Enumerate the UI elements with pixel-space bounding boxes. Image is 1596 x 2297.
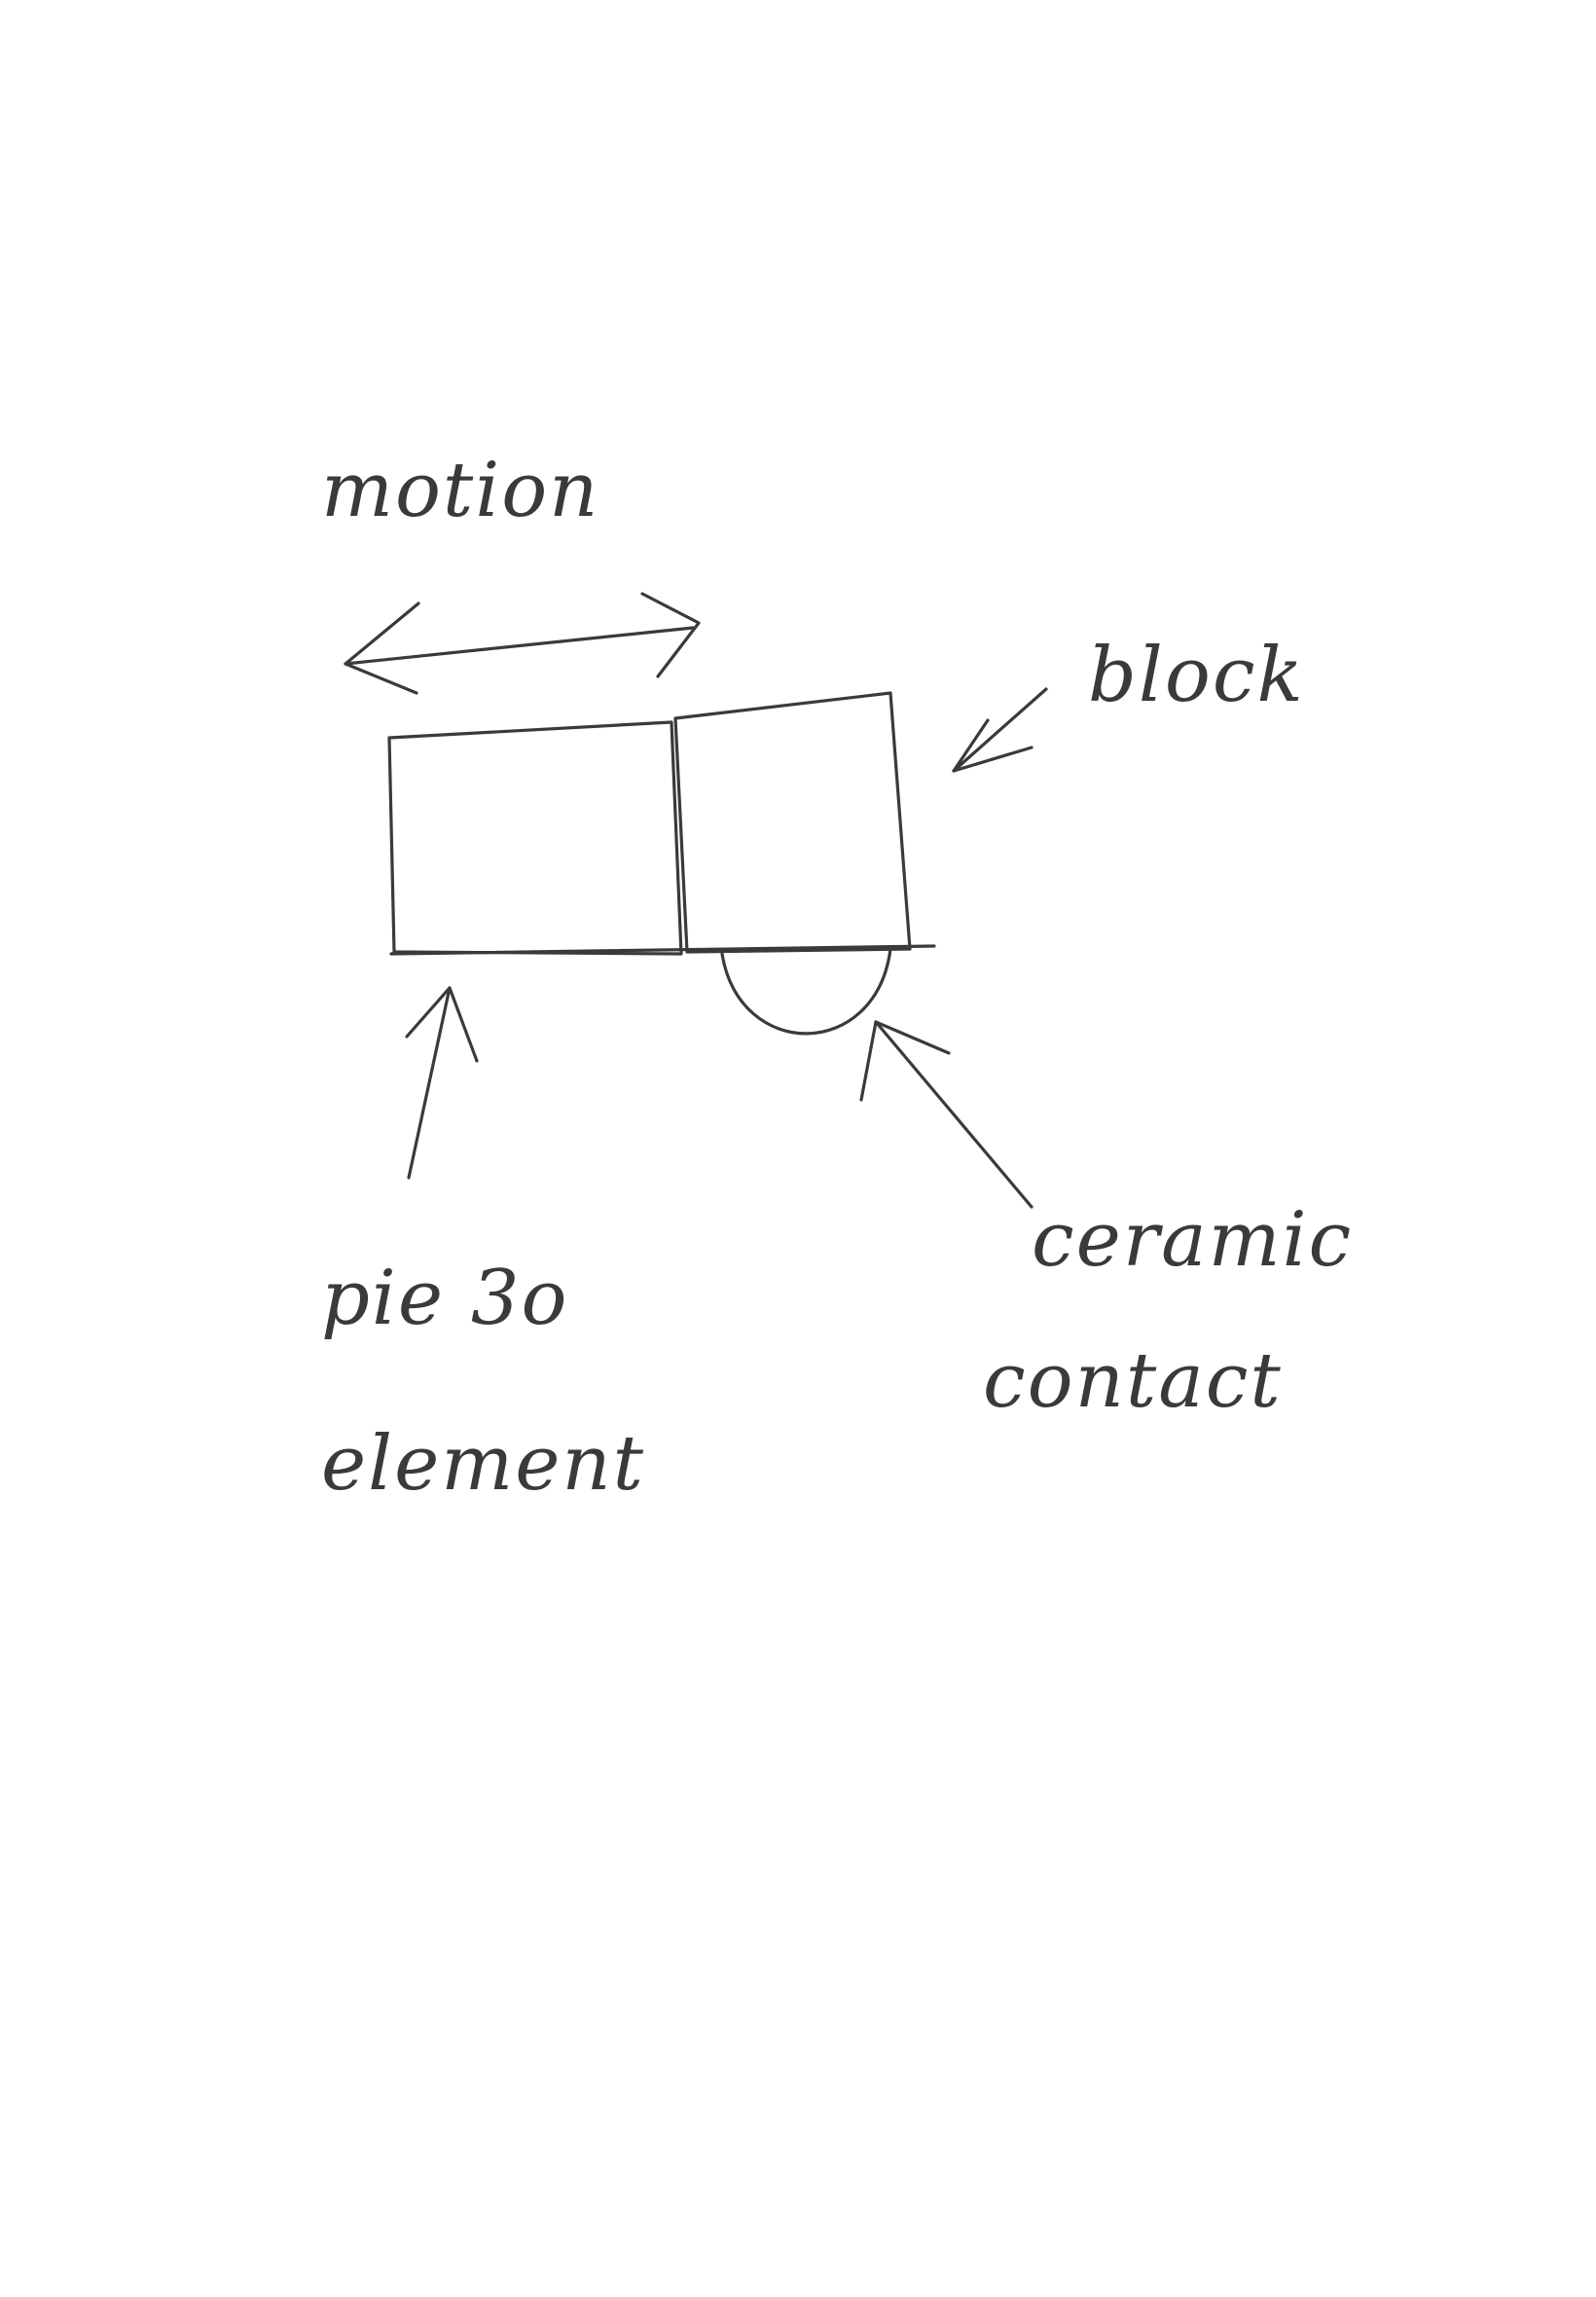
motion-arrow-shaft [344, 626, 695, 666]
label-piezo-line1: pie 3o [321, 1255, 568, 1342]
ceramic-contact-shape [720, 947, 892, 1036]
label-ceramic-line1: ceramic [1032, 1196, 1353, 1284]
piezo-arrow-shaft [407, 986, 452, 1180]
piezo-element-box [387, 720, 683, 956]
label-ceramic-line2: contact [983, 1337, 1283, 1425]
piezo-arrow-head [405, 986, 479, 1063]
block-arrow-head [952, 718, 1034, 773]
motion-arrow-right-head [640, 592, 701, 678]
block-box [673, 691, 912, 954]
label-piezo-line2: element [321, 1420, 645, 1508]
piezo-arrow [405, 986, 479, 1180]
block-arrow [952, 687, 1048, 773]
ceramic-arrow-head [859, 1020, 951, 1102]
base-line [389, 944, 936, 956]
motion-arrow [344, 592, 701, 695]
ceramic-arrow [859, 1020, 1034, 1209]
label-block: block [1088, 632, 1305, 719]
motion-arrow-left-head [344, 602, 420, 695]
block-arrow-shaft [952, 687, 1048, 773]
label-motion: motion [321, 447, 599, 534]
ceramic-arrow-shaft [874, 1020, 1034, 1209]
